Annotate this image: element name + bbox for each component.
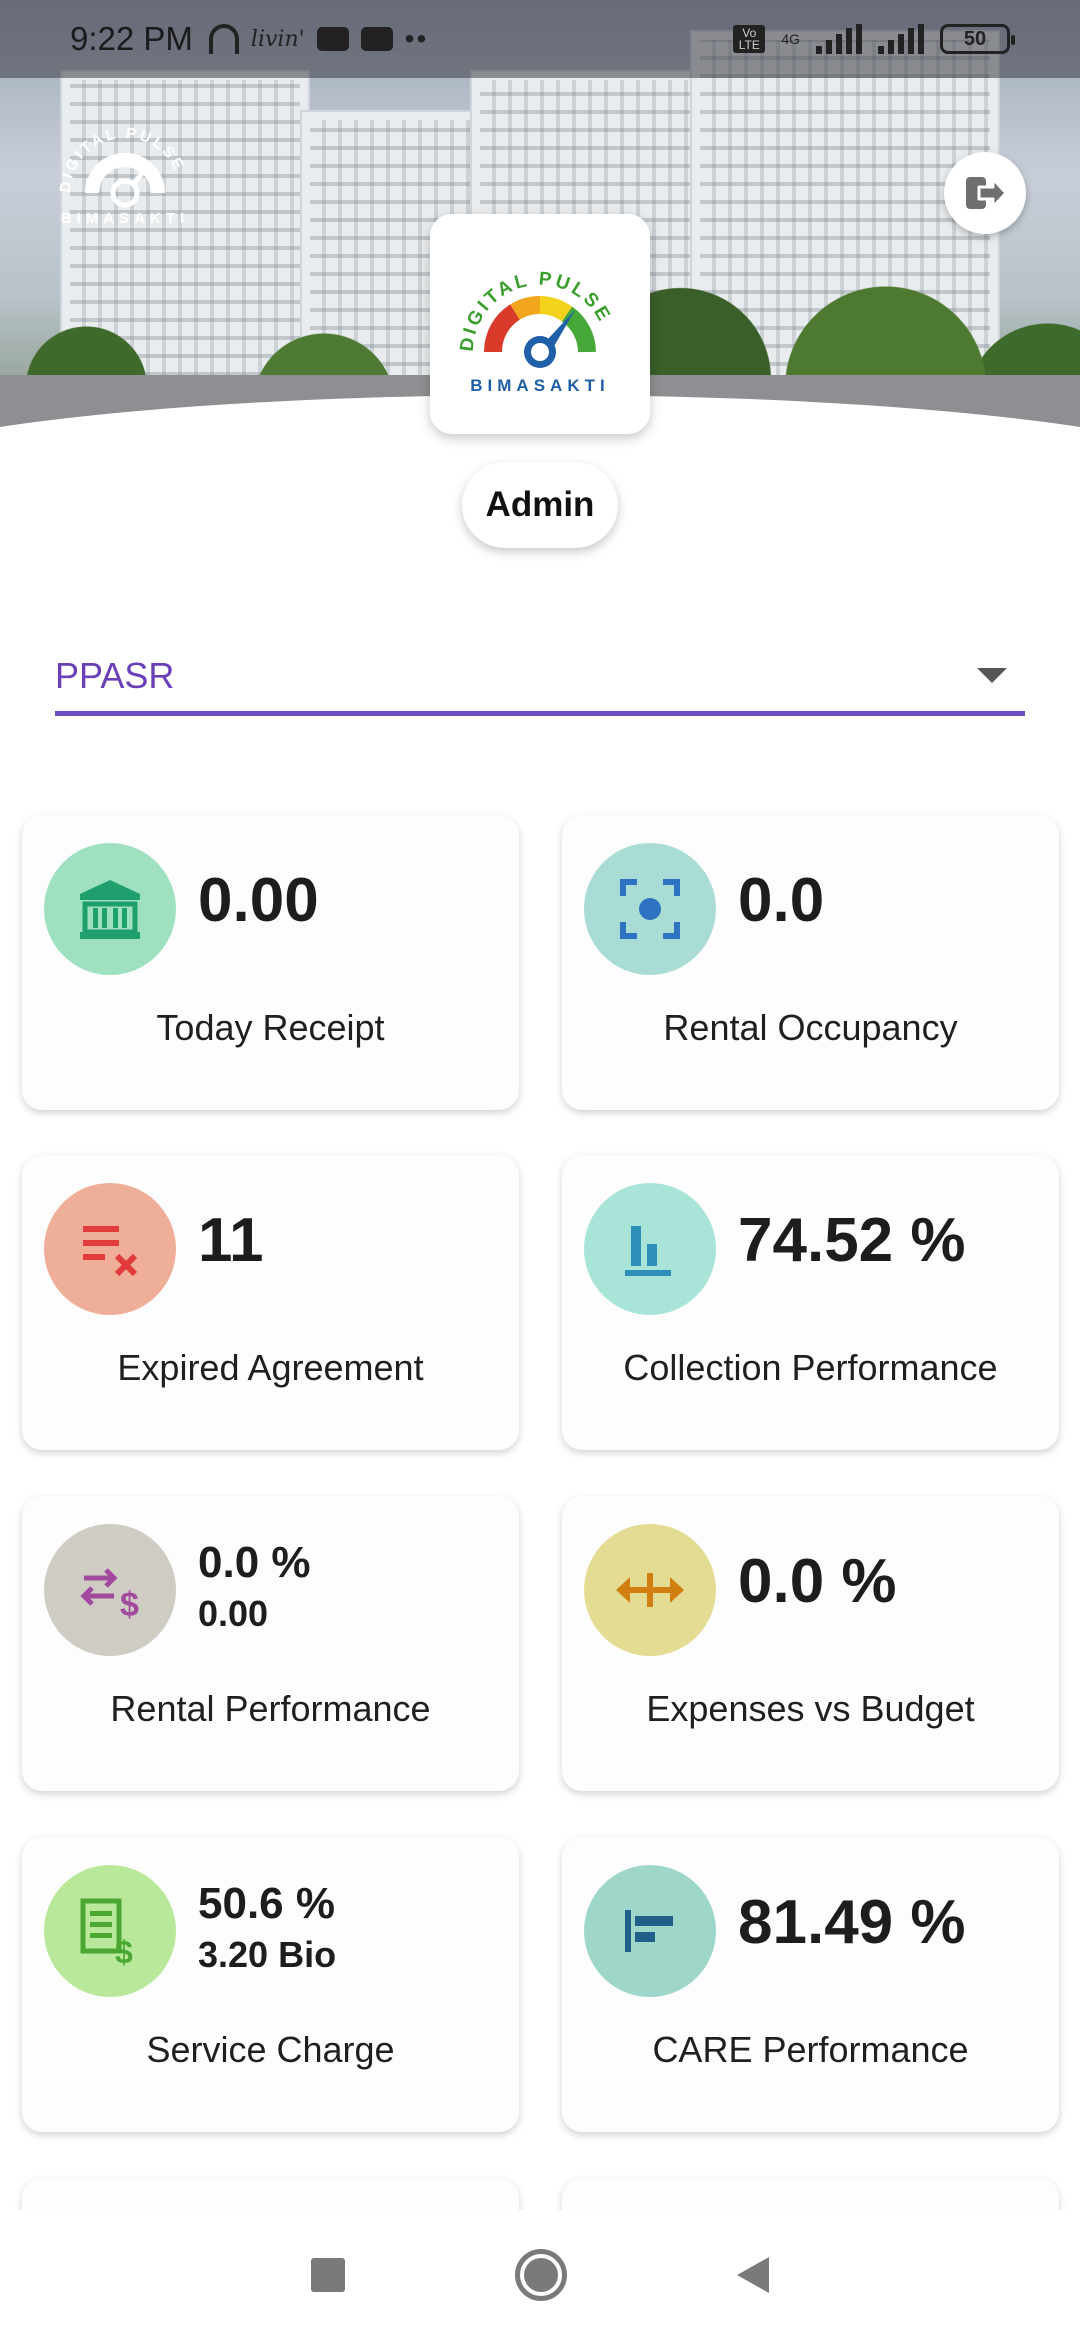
swap-dollar-icon: $ xyxy=(80,1568,139,1624)
align-left-chart-icon xyxy=(625,1910,673,1952)
card-label: Expenses vs Budget xyxy=(646,1688,975,1729)
logout-button[interactable] xyxy=(944,152,1026,234)
youtube-icon xyxy=(316,27,349,51)
card-value: 74.52 % xyxy=(738,1206,966,1275)
back-icon[interactable] xyxy=(737,2257,769,2293)
svg-text:$: $ xyxy=(120,1586,139,1624)
dashboard-card-care-performance[interactable]: 81.49 % CARE Performance xyxy=(562,1837,1059,2132)
network-type: 4G xyxy=(781,31,800,47)
card-label: Today Receipt xyxy=(156,1007,385,1048)
bar-chart-icon xyxy=(625,1226,671,1276)
gauge-logo-icon: DIGITAL PULSE xyxy=(57,125,185,208)
mini-logo-text: BIMASAKTI xyxy=(60,210,190,227)
card-label: Rental Occupancy xyxy=(663,1007,958,1048)
card-label: Service Charge xyxy=(146,2029,395,2070)
dropdown-arrow-icon xyxy=(977,668,1007,683)
bank-icon xyxy=(80,880,140,939)
list-remove-icon xyxy=(83,1226,138,1277)
more-notifications-icon: •• xyxy=(404,23,429,54)
system-icons: Vo LTE 4G 50 xyxy=(733,24,1015,54)
status-time: 9:22 PM xyxy=(70,20,193,57)
card-value: 0.0 xyxy=(738,866,825,935)
signal-icon xyxy=(816,24,862,54)
card-value: 0.00 xyxy=(198,866,319,935)
youtube-icon xyxy=(360,27,393,51)
volte-icon: Vo LTE xyxy=(733,25,766,53)
card-label: Expired Agreement xyxy=(117,1347,424,1388)
card-icon-circle xyxy=(584,843,716,975)
card-value: 11 xyxy=(198,1206,264,1275)
card-icon-circle xyxy=(584,1524,716,1656)
card-sub-value: 0.00 xyxy=(198,1593,269,1634)
system-nav-bar xyxy=(0,2210,1080,2340)
notification-icons: livin' •• xyxy=(208,23,429,55)
mini-logo: DIGITAL PULSE BIMASAKTI xyxy=(50,118,200,233)
livin-app-icon: livin' xyxy=(250,26,305,52)
dashboard-card-collection-performance[interactable]: 74.52 % Collection Performance xyxy=(562,1155,1059,1450)
arrows-horizontal-icon xyxy=(616,1573,684,1607)
card-label: Rental Performance xyxy=(110,1688,431,1729)
card-value: 0.0 % xyxy=(738,1547,897,1616)
battery-icon: 50 xyxy=(940,24,1015,54)
dashboard-card-expired-agreement[interactable]: 11 Expired Agreement xyxy=(22,1155,519,1450)
gauge-logo-icon: DIGITAL PULSE xyxy=(457,269,612,368)
card-label: CARE Performance xyxy=(652,2029,969,2070)
card-icon-circle: $ xyxy=(44,1524,176,1656)
card-icon-circle xyxy=(584,1865,716,1997)
card-value: 50.6 % xyxy=(198,1879,335,1928)
dashboard-card-rental-occupancy[interactable]: 0.0 Rental Occupancy xyxy=(562,815,1059,1110)
card-icon-circle xyxy=(44,843,176,975)
focus-center-icon xyxy=(620,879,680,939)
logout-icon xyxy=(966,177,1008,209)
invoice-dollar-icon: $ xyxy=(80,1898,133,1967)
dashboard-card-service-charge[interactable]: $ 50.6 % 3.20 Bio Service Charge xyxy=(22,1837,519,2132)
logo-brand-text: BIMASAKTI xyxy=(470,376,610,395)
dashboard-card-today-receipt[interactable]: 0.00 Today Receipt xyxy=(22,815,519,1110)
card-icon-circle xyxy=(44,1183,176,1315)
card-value: 0.0 % xyxy=(198,1538,311,1587)
battery-level: 50 xyxy=(963,27,987,50)
headphones-icon xyxy=(208,24,239,54)
signal-icon xyxy=(878,24,924,54)
card-icon-circle xyxy=(584,1183,716,1315)
card-sub-value: 3.20 Bio xyxy=(198,1934,337,1975)
dashboard-card-rental-performance[interactable]: $ 0.0 % 0.00 Rental Performance xyxy=(22,1496,519,1791)
card-label: Collection Performance xyxy=(623,1347,998,1388)
svg-text:$: $ xyxy=(115,1934,133,1967)
recent-apps-icon[interactable] xyxy=(311,2258,345,2292)
card-value: 81.49 % xyxy=(738,1888,966,1957)
status-bar: 9:22 PM livin' •• Vo LTE 4G 50 xyxy=(0,0,1080,78)
dashboard-card-expenses-vs-budget[interactable]: 0.0 % Expenses vs Budget xyxy=(562,1496,1059,1791)
property-selector-value: PPASR xyxy=(55,654,175,696)
app-logo: DIGITAL PULSE BIMASAKTI xyxy=(430,214,650,434)
property-selector[interactable]: PPASR xyxy=(55,640,1025,716)
home-icon[interactable] xyxy=(515,2249,567,2301)
card-icon-circle: $ xyxy=(44,1865,176,1997)
user-role-badge: Admin xyxy=(462,462,618,548)
